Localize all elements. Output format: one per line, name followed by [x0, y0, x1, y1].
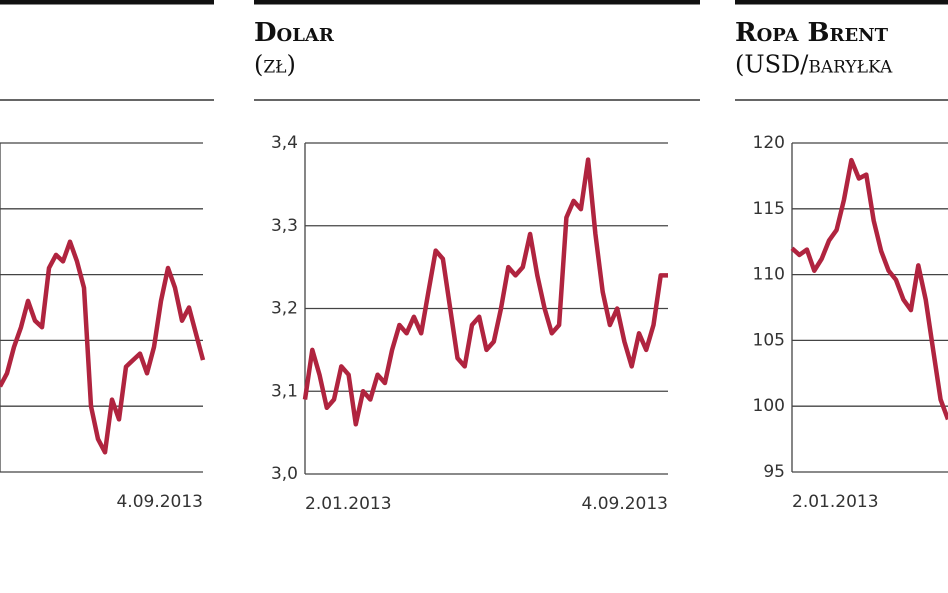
- y-tick-label: 3,0: [271, 464, 298, 484]
- data-line: [0, 239, 206, 455]
- y-tick-label: 3,3: [271, 216, 298, 236]
- y-tick-label: 95: [763, 462, 785, 482]
- data-line: [790, 157, 948, 421]
- y-tick-label: 110: [753, 265, 785, 285]
- x-tick-label: 4.09.2013: [581, 494, 668, 514]
- y-tick-label: 3,1: [271, 381, 298, 401]
- y-tick-label: 115: [753, 199, 785, 219]
- y-tick-label: 100: [753, 396, 785, 416]
- x-tick-label: 2.01.2013: [792, 492, 879, 512]
- y-tick-label: 120: [753, 133, 785, 153]
- y-tick-label: 3,2: [271, 299, 298, 319]
- y-tick-label: 3,4: [271, 133, 298, 153]
- chart-subtitle: (zł): [254, 51, 296, 79]
- chart-title: Ropa Brent: [735, 18, 889, 48]
- x-tick-label: 4.09.2013: [116, 492, 203, 512]
- x-tick-label: 2.01.2013: [305, 494, 392, 514]
- chart-subtitle: (USD/baryłka: [735, 51, 893, 79]
- data-line: [302, 157, 668, 427]
- chart-title: Dolar: [254, 18, 335, 48]
- y-tick-label: 105: [753, 330, 785, 350]
